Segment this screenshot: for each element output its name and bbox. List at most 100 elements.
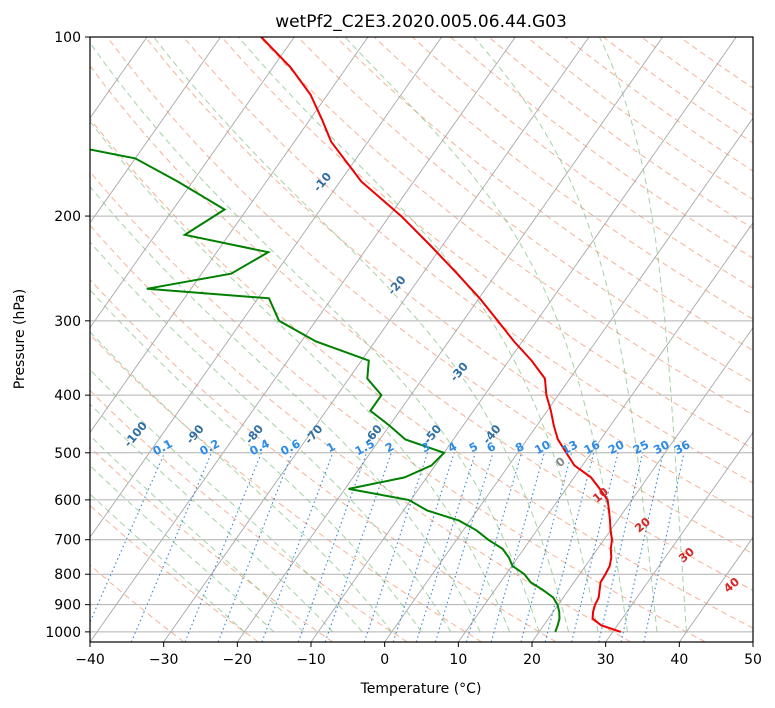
dry-adiabat-line xyxy=(297,37,753,384)
dry-adiabat-label: -10 xyxy=(310,169,334,194)
y-tick-label: 900 xyxy=(54,598,81,614)
mixing-ratio-line xyxy=(184,452,262,642)
isotherm-line xyxy=(163,37,590,642)
dry-adiabat-line xyxy=(259,37,753,416)
isotherm-line xyxy=(384,117,753,642)
dry-adiabat-line xyxy=(488,37,753,230)
y-tick-label: 100 xyxy=(54,30,81,46)
mixing-ratio-line xyxy=(571,452,619,642)
dry-adiabat-label: -30 xyxy=(447,359,471,384)
y-tick-label: 600 xyxy=(54,493,81,509)
mixing-ratio-line xyxy=(324,452,392,642)
y-tick-label: 200 xyxy=(54,209,81,225)
moist-adiabat-line xyxy=(473,37,658,632)
y-tick-label: 300 xyxy=(54,314,81,330)
mixing-ratio-line xyxy=(130,452,212,642)
isotherm-line xyxy=(678,536,753,642)
x-tick-label: 30 xyxy=(597,652,615,668)
moist-adiabat-line xyxy=(90,434,304,633)
isotherm-line xyxy=(90,37,443,538)
mixing-ratio-line xyxy=(415,452,476,642)
moist-adiabat-line xyxy=(90,493,245,633)
isotherm-line xyxy=(310,37,737,642)
isotherm-line xyxy=(90,37,516,642)
dry-adiabat-line xyxy=(144,37,753,519)
dry-adiabat-label: -20 xyxy=(385,273,409,298)
dry-adiabat-line xyxy=(90,65,753,591)
mixing-ratio-line xyxy=(620,452,664,642)
dry-adiabat-line xyxy=(526,37,753,201)
y-tick-label: 500 xyxy=(54,446,81,462)
mixing-ratio-label: 20 xyxy=(606,437,627,457)
y-tick-label: 400 xyxy=(54,388,81,404)
dewpoint-profile xyxy=(90,148,561,633)
mixing-ratio-line xyxy=(490,452,545,642)
x-axis-label: Temperature (°C) xyxy=(360,681,482,697)
y-tick-label: 700 xyxy=(54,533,81,549)
mixing-ratio-line xyxy=(643,452,685,642)
dry-adiabat-label: -70 xyxy=(301,422,325,447)
dry-adiabat-line xyxy=(641,37,753,116)
moist-adiabat-line xyxy=(90,120,511,633)
dry-adiabat-line xyxy=(183,37,753,484)
x-tick-label: −40 xyxy=(75,652,105,668)
isotherm-line xyxy=(605,431,753,642)
chart-title: wetPf2_C2E3.2020.005.06.44.G03 xyxy=(275,12,567,32)
dry-adiabat-line xyxy=(221,37,753,450)
mixing-ratio-line xyxy=(465,452,523,642)
moist-adiabat-line xyxy=(237,37,599,633)
isotherm-line xyxy=(0,37,73,642)
isotherm-line xyxy=(90,37,369,434)
plot-frame xyxy=(89,36,754,643)
dry-adiabat-label: -100 xyxy=(121,419,150,450)
x-tick-label: 20 xyxy=(523,652,541,668)
x-tick-label: −10 xyxy=(296,652,326,668)
isotherm-line xyxy=(90,37,222,224)
moist-adiabat-line xyxy=(153,37,570,633)
mixing-ratio-label: 36 xyxy=(672,437,693,457)
y-tick-label: 800 xyxy=(54,567,81,583)
x-axis: −40 −30 −20 −10 0 10 20 30 40 50 xyxy=(75,642,762,668)
mixing-ratio-line xyxy=(297,452,368,642)
y-tick-label: 1000 xyxy=(45,625,81,641)
series-layer xyxy=(90,37,622,633)
dry-adiabat-line xyxy=(335,37,753,352)
dry-adiabat-line xyxy=(90,278,557,642)
isotherm-label: 40 xyxy=(721,574,742,595)
isotherm-label: 30 xyxy=(676,544,697,565)
mixing-ratio-line xyxy=(598,452,644,642)
mixing-ratio-label: 0.6 xyxy=(278,436,303,458)
x-tick-label: 0 xyxy=(380,652,389,668)
dry-adiabat-line xyxy=(90,224,632,642)
isotherm-line xyxy=(457,222,753,642)
mixing-ratio-label: 25 xyxy=(630,437,651,457)
isotherm-line xyxy=(236,37,664,642)
dry-adiabat-line xyxy=(679,37,753,89)
y-axis: 1000 900 800 700 600 500 400 300 200 100 xyxy=(45,30,90,641)
mixing-ratio-label: 16 xyxy=(581,437,602,457)
mixing-ratio-line xyxy=(363,452,429,642)
moist-adiabat-line xyxy=(90,41,540,633)
mixing-ratio-line xyxy=(544,452,595,642)
mixing-ratio-line xyxy=(520,452,573,642)
isotherm-line xyxy=(752,641,753,642)
grid-layer xyxy=(0,37,753,642)
moist-adiabat-line xyxy=(599,37,687,632)
x-tick-label: 40 xyxy=(670,652,688,668)
mixing-ratio-line xyxy=(261,452,334,642)
dry-adiabat-line xyxy=(412,37,753,289)
dry-adiabat-line xyxy=(90,504,259,642)
isotherm-line xyxy=(531,326,753,642)
x-tick-label: 10 xyxy=(449,652,467,668)
mixing-ratio-label: 0.1 xyxy=(150,436,175,458)
dry-adiabat-line xyxy=(106,37,753,555)
dry-adiabat-line xyxy=(90,333,483,642)
y-axis-label: Pressure (hPa) xyxy=(12,289,28,389)
mixing-ratio-line xyxy=(434,452,494,642)
x-tick-label: −20 xyxy=(223,652,253,668)
label-layer: 0.1 0.2 0.4 0.6 1 1.5 2 3 4 5 6 8 10 13 16 20 25 30 36-100… xyxy=(121,169,742,595)
mixing-ratio-line xyxy=(392,452,455,642)
x-tick-label: 50 xyxy=(744,652,762,668)
moist-adiabat-line xyxy=(90,464,275,633)
